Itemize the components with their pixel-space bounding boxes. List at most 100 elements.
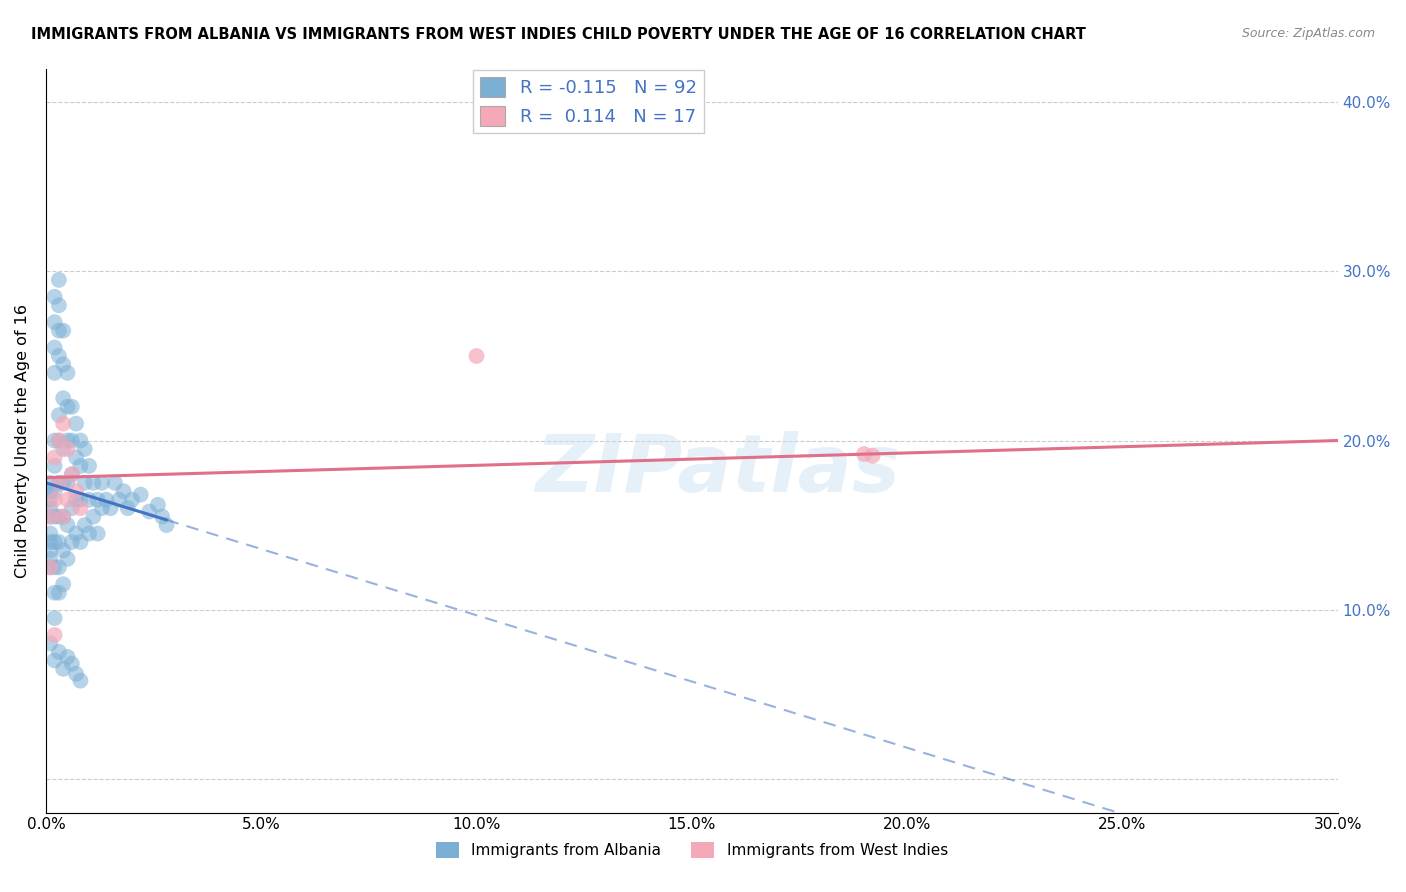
Point: [86, 492, 108, 507]
Point: [69, 501, 91, 516]
Point: [60, 400, 83, 414]
Point: [862, 449, 884, 463]
Point: [48, 434, 70, 448]
Point: [39, 526, 62, 541]
Point: [44, 341, 66, 355]
Point: [150, 509, 173, 524]
Point: [39, 475, 62, 490]
Point: [39, 484, 62, 499]
Point: [48, 645, 70, 659]
Point: [60, 467, 83, 482]
Point: [69, 673, 91, 688]
Point: [69, 458, 91, 473]
Point: [48, 408, 70, 422]
Point: [39, 543, 62, 558]
Point: [48, 475, 70, 490]
Point: [48, 273, 70, 287]
Point: [39, 560, 62, 574]
Point: [39, 636, 62, 650]
Point: [52, 417, 75, 431]
Point: [52, 442, 75, 456]
Point: [56, 475, 79, 490]
Point: [465, 349, 488, 363]
Point: [91, 475, 114, 490]
Point: [69, 434, 91, 448]
Point: [104, 475, 127, 490]
Point: [56, 492, 79, 507]
Point: [48, 349, 70, 363]
Point: [853, 447, 876, 461]
Point: [146, 498, 169, 512]
Point: [52, 577, 75, 591]
Point: [48, 434, 70, 448]
Point: [48, 324, 70, 338]
Point: [44, 509, 66, 524]
Point: [77, 458, 100, 473]
Point: [48, 509, 70, 524]
Point: [138, 504, 160, 518]
Point: [39, 509, 62, 524]
Point: [108, 492, 131, 507]
Point: [44, 585, 66, 599]
Point: [52, 358, 75, 372]
Point: [56, 366, 79, 380]
Point: [44, 484, 66, 499]
Point: [52, 662, 75, 676]
Point: [48, 475, 70, 490]
Point: [44, 611, 66, 625]
Point: [39, 509, 62, 524]
Point: [112, 484, 135, 499]
Point: [65, 666, 87, 681]
Point: [52, 543, 75, 558]
Point: [82, 509, 104, 524]
Point: [44, 628, 66, 642]
Point: [48, 298, 70, 312]
Legend: R = -0.115   N = 92, R =  0.114   N = 17: R = -0.115 N = 92, R = 0.114 N = 17: [472, 70, 704, 134]
Point: [60, 434, 83, 448]
Point: [39, 501, 62, 516]
Point: [44, 315, 66, 329]
Point: [86, 526, 108, 541]
Point: [121, 492, 143, 507]
Point: [65, 450, 87, 465]
Point: [100, 501, 122, 516]
Y-axis label: Child Poverty Under the Age of 16: Child Poverty Under the Age of 16: [15, 303, 30, 577]
Point: [48, 535, 70, 549]
Point: [44, 653, 66, 667]
Point: [77, 492, 100, 507]
Point: [65, 417, 87, 431]
Point: [52, 509, 75, 524]
Point: [44, 535, 66, 549]
Point: [39, 535, 62, 549]
Point: [91, 501, 114, 516]
Point: [56, 400, 79, 414]
Point: [77, 526, 100, 541]
Point: [39, 492, 62, 507]
Point: [44, 560, 66, 574]
Point: [69, 535, 91, 549]
Point: [155, 518, 177, 533]
Point: [44, 492, 66, 507]
Point: [56, 552, 79, 566]
Point: [56, 518, 79, 533]
Point: [52, 475, 75, 490]
Point: [52, 391, 75, 405]
Point: [73, 518, 96, 533]
Text: ZIPatlas: ZIPatlas: [536, 432, 900, 509]
Point: [82, 475, 104, 490]
Point: [60, 467, 83, 482]
Point: [96, 492, 118, 507]
Point: [60, 657, 83, 671]
Point: [52, 509, 75, 524]
Point: [44, 434, 66, 448]
Point: [56, 434, 79, 448]
Text: Source: ZipAtlas.com: Source: ZipAtlas.com: [1241, 27, 1375, 40]
Point: [129, 488, 152, 502]
Point: [65, 492, 87, 507]
Point: [73, 442, 96, 456]
Point: [44, 366, 66, 380]
Point: [48, 560, 70, 574]
Point: [117, 501, 139, 516]
Text: IMMIGRANTS FROM ALBANIA VS IMMIGRANTS FROM WEST INDIES CHILD POVERTY UNDER THE A: IMMIGRANTS FROM ALBANIA VS IMMIGRANTS FR…: [31, 27, 1085, 42]
Point: [56, 650, 79, 665]
